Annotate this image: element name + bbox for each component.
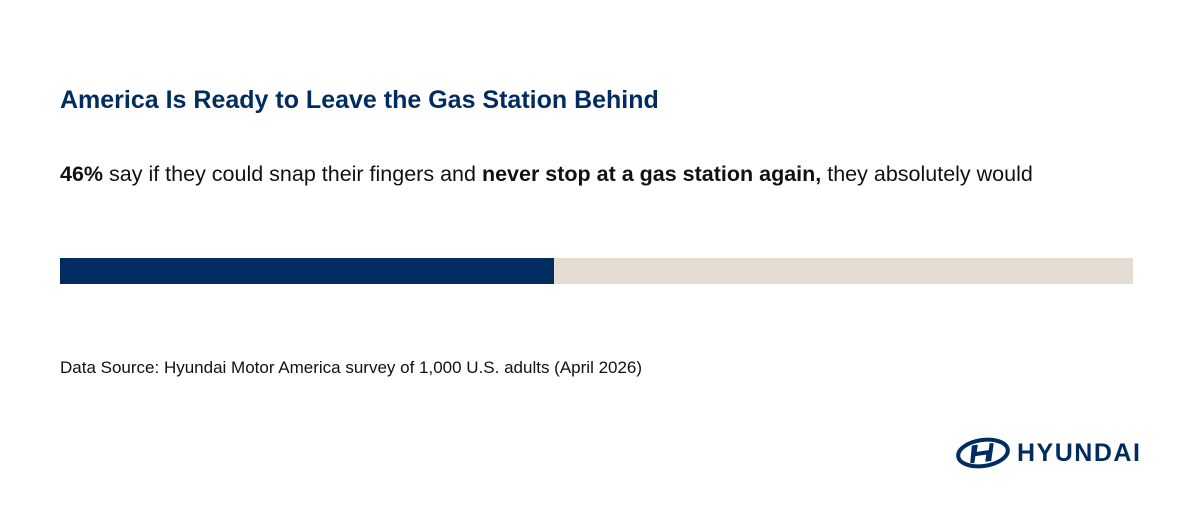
bar xyxy=(60,258,554,284)
logo-emblem xyxy=(956,437,1010,469)
chart-title: America Is Ready to Leave the Gas Statio… xyxy=(60,86,659,114)
logo: HYUNDAI xyxy=(955,436,1165,470)
statement-emphasis: never stop at a gas station again, xyxy=(481,162,822,186)
statement-text: they absolutely would xyxy=(827,162,1033,186)
statement: 46% say if they could snap their fingers… xyxy=(60,158,1140,191)
statement-text: say if they could snap their fingers and xyxy=(109,162,476,186)
source-note: Data Source: Hyundai Motor America surve… xyxy=(60,358,643,377)
bar-track xyxy=(60,258,1133,284)
logo-text: HYUNDAI xyxy=(1017,439,1142,467)
value-label: 46% xyxy=(60,162,104,186)
